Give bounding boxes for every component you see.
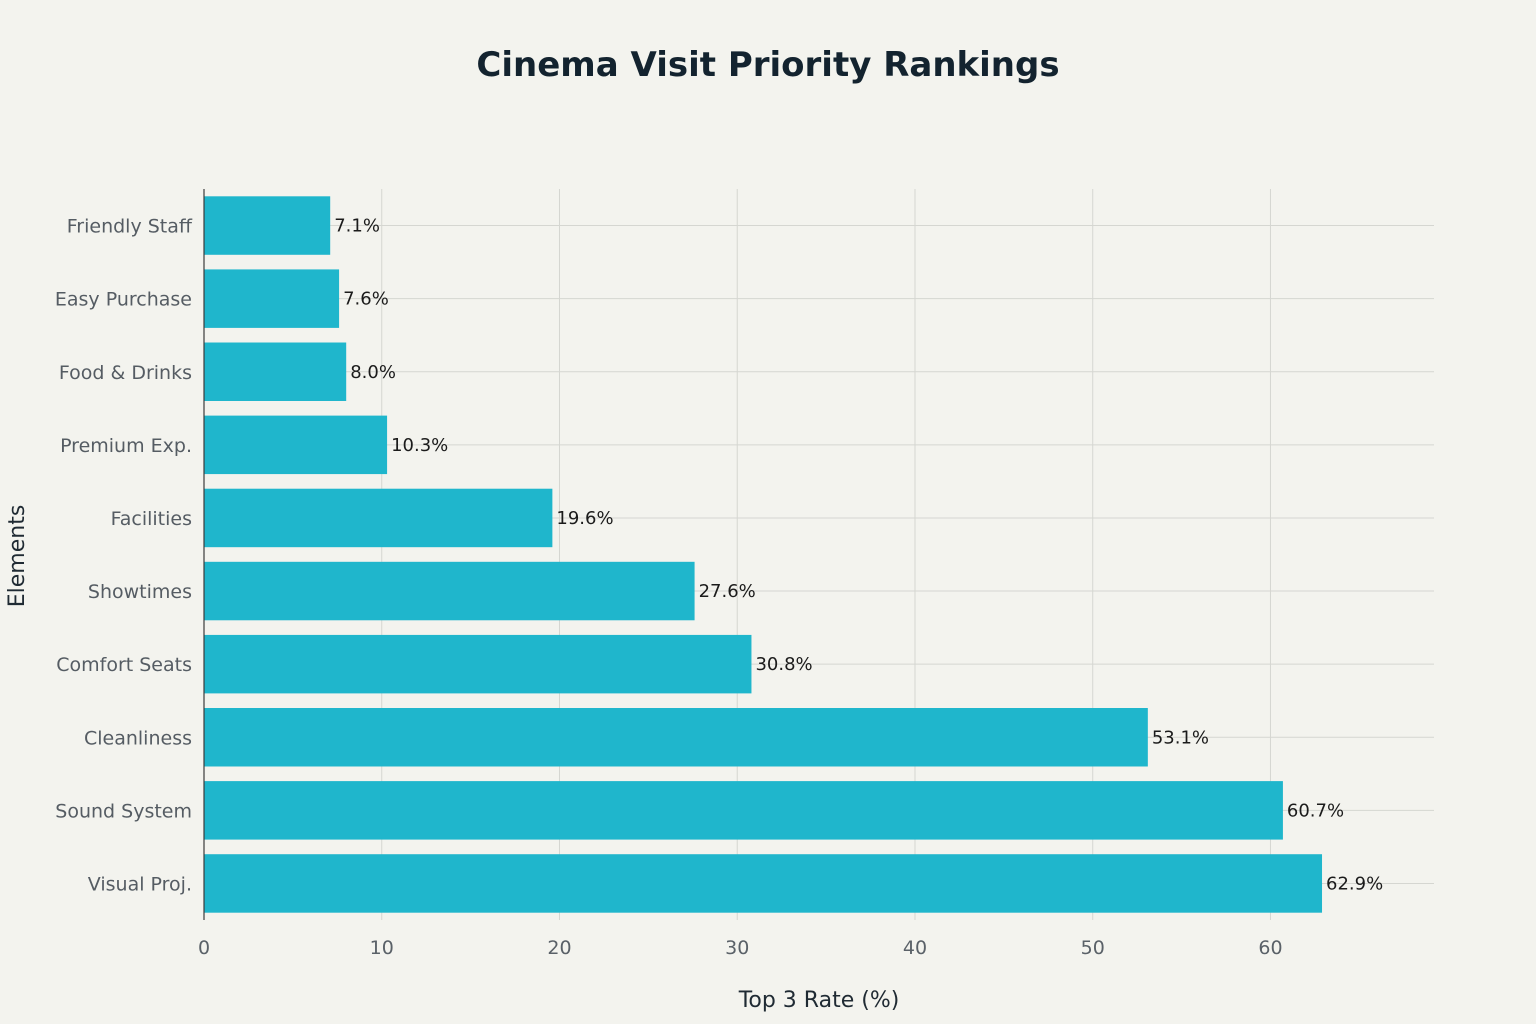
data-label: 27.6%: [699, 581, 756, 602]
x-tick-label: 20: [547, 937, 571, 959]
bar: [204, 634, 752, 694]
category-label: Sound System: [55, 800, 192, 822]
bar: [204, 708, 1148, 767]
x-tick-label: 60: [1258, 937, 1282, 959]
y-axis-tick-labels: Friendly Staff Easy Purchase Food & Drinks…: [55, 216, 193, 896]
bar: [204, 781, 1283, 840]
category-label: Easy Purchase: [55, 289, 192, 311]
x-tick-label: 10: [370, 937, 394, 959]
x-tick-label: 50: [1081, 937, 1105, 959]
bar: [204, 269, 340, 328]
chart-title: Cinema Visit Priority Rankings: [476, 45, 1059, 85]
x-axis-title: Top 3 Rate (%): [738, 988, 900, 1013]
bar: [204, 488, 553, 548]
x-tick-label: 0: [198, 937, 210, 959]
data-label: 10.3%: [391, 435, 448, 456]
category-label: Comfort Seats: [56, 654, 192, 676]
data-label: 7.1%: [334, 216, 380, 237]
category-label: Premium Exp.: [60, 435, 192, 457]
data-label: 19.6%: [556, 508, 613, 529]
bar: [204, 196, 331, 255]
x-axis-tick-labels: 0 10 20 30 40 50 60: [198, 937, 1283, 959]
bar: [204, 561, 695, 621]
bar: [204, 854, 1323, 913]
data-label: 8.0%: [350, 362, 396, 383]
data-label: 7.6%: [343, 289, 389, 310]
category-label: Food & Drinks: [59, 362, 192, 384]
x-tick-label: 40: [903, 937, 927, 959]
category-label: Cleanliness: [84, 727, 192, 749]
bar: [204, 415, 388, 475]
category-label: Showtimes: [88, 581, 192, 603]
bars: [204, 196, 1323, 913]
data-label: 53.1%: [1152, 727, 1209, 748]
x-tick-label: 30: [725, 937, 749, 959]
category-label: Friendly Staff: [67, 216, 193, 238]
data-label: 60.7%: [1287, 800, 1344, 821]
data-labels: 7.1% 7.6% 8.0% 10.3% 19.6% 27.6% 30.8% 53.1% 60.…: [334, 216, 1383, 895]
category-label: Facilities: [111, 508, 192, 530]
y-axis-title: Elements: [5, 505, 30, 608]
data-label: 30.8%: [755, 654, 812, 675]
bar: [204, 342, 347, 401]
data-label: 62.9%: [1326, 873, 1383, 894]
category-label: Visual Proj.: [88, 873, 192, 895]
